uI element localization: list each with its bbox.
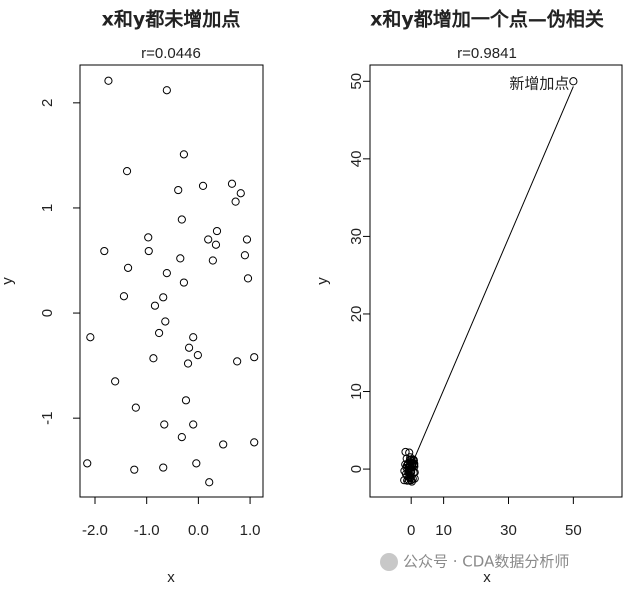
point	[144, 233, 153, 242]
point	[204, 235, 213, 244]
point	[236, 189, 245, 198]
x-tick-label: 0.0	[188, 522, 209, 539]
point	[184, 343, 194, 352]
point	[211, 240, 221, 249]
plot-frame	[369, 64, 623, 498]
x-tick-label: 30	[500, 522, 517, 539]
point	[240, 251, 250, 260]
point	[177, 215, 186, 224]
x-tick-label: 1.0	[240, 522, 261, 539]
y-tick-label: 30	[348, 228, 365, 245]
point	[104, 76, 113, 85]
point	[231, 197, 240, 206]
point	[212, 226, 222, 236]
point	[123, 263, 133, 272]
point	[205, 478, 214, 487]
y-tick-label: 0	[39, 309, 56, 317]
point	[179, 150, 189, 159]
point	[219, 440, 228, 449]
point	[119, 292, 129, 301]
point	[208, 256, 217, 265]
y-tick-label: 1	[39, 204, 56, 212]
y-tick-label: 2	[39, 99, 56, 107]
point	[193, 351, 202, 360]
point	[242, 235, 252, 244]
point	[189, 420, 198, 429]
watermark-group: 公众号 · CDA数据分析师	[380, 553, 569, 571]
point	[407, 477, 416, 486]
point	[162, 269, 171, 278]
subtitle: r=0.9841	[457, 45, 517, 62]
point	[250, 438, 259, 447]
point	[100, 246, 109, 256]
point	[160, 420, 169, 429]
x-tick-label: -1.0	[134, 522, 160, 539]
x-axis-label: x	[167, 569, 175, 586]
x-axis-label: x	[483, 569, 491, 586]
point	[177, 432, 186, 442]
point	[149, 354, 158, 363]
point	[192, 459, 201, 468]
point	[159, 293, 168, 302]
x-tick-label: 0	[407, 522, 415, 539]
y-tick-label: 50	[348, 73, 365, 90]
watermark: 公众号 · CDA数据分析师	[403, 553, 569, 571]
y-tick-label: 20	[348, 306, 365, 323]
point	[569, 77, 578, 86]
point	[183, 359, 193, 368]
point	[150, 301, 160, 310]
y-tick-label: 10	[348, 383, 365, 400]
point	[86, 333, 95, 342]
point	[111, 377, 120, 386]
point	[400, 476, 409, 485]
x-tick-label: 10	[435, 522, 452, 539]
chart-title: x和y都增加一个点—伪相关	[370, 8, 604, 31]
x-tick-label: -2.0	[82, 522, 108, 539]
plot-frame	[79, 64, 264, 498]
point	[131, 403, 140, 412]
y-axis-label: y	[0, 277, 16, 285]
point	[174, 185, 183, 195]
panel: x和y都未增加点 r=0.0446 -2.0 -1.0 0.0 1.0 -1 0 1 2 x y	[0, 8, 264, 586]
subtitle: r=0.0446	[141, 45, 201, 62]
point	[161, 317, 170, 326]
point	[198, 181, 208, 190]
point	[243, 274, 253, 283]
watermark-icon	[380, 553, 398, 571]
annotation: 新增加点	[509, 75, 569, 92]
point	[162, 86, 171, 95]
point	[159, 463, 168, 472]
y-tick-label: -1	[39, 411, 56, 424]
point	[122, 167, 132, 176]
point	[154, 328, 164, 338]
point	[83, 459, 92, 468]
chart-title: x和y都未增加点	[102, 8, 241, 31]
panel: x和y都增加一个点—伪相关 r=0.9841 0 10 30 50 0 10 20 30 40 50 x…	[314, 8, 623, 586]
point	[410, 474, 419, 483]
y-tick-label: 0	[348, 465, 365, 473]
y-axis-label: y	[314, 277, 331, 285]
point	[179, 278, 189, 287]
fit-line	[403, 86, 574, 483]
point	[130, 465, 139, 474]
point	[189, 333, 198, 342]
point	[233, 357, 242, 366]
point	[144, 246, 153, 256]
point	[227, 179, 237, 188]
x-tick-label: 50	[565, 522, 582, 539]
point	[250, 353, 259, 362]
y-tick-label: 40	[348, 151, 365, 168]
point	[176, 254, 185, 263]
point	[181, 396, 191, 405]
